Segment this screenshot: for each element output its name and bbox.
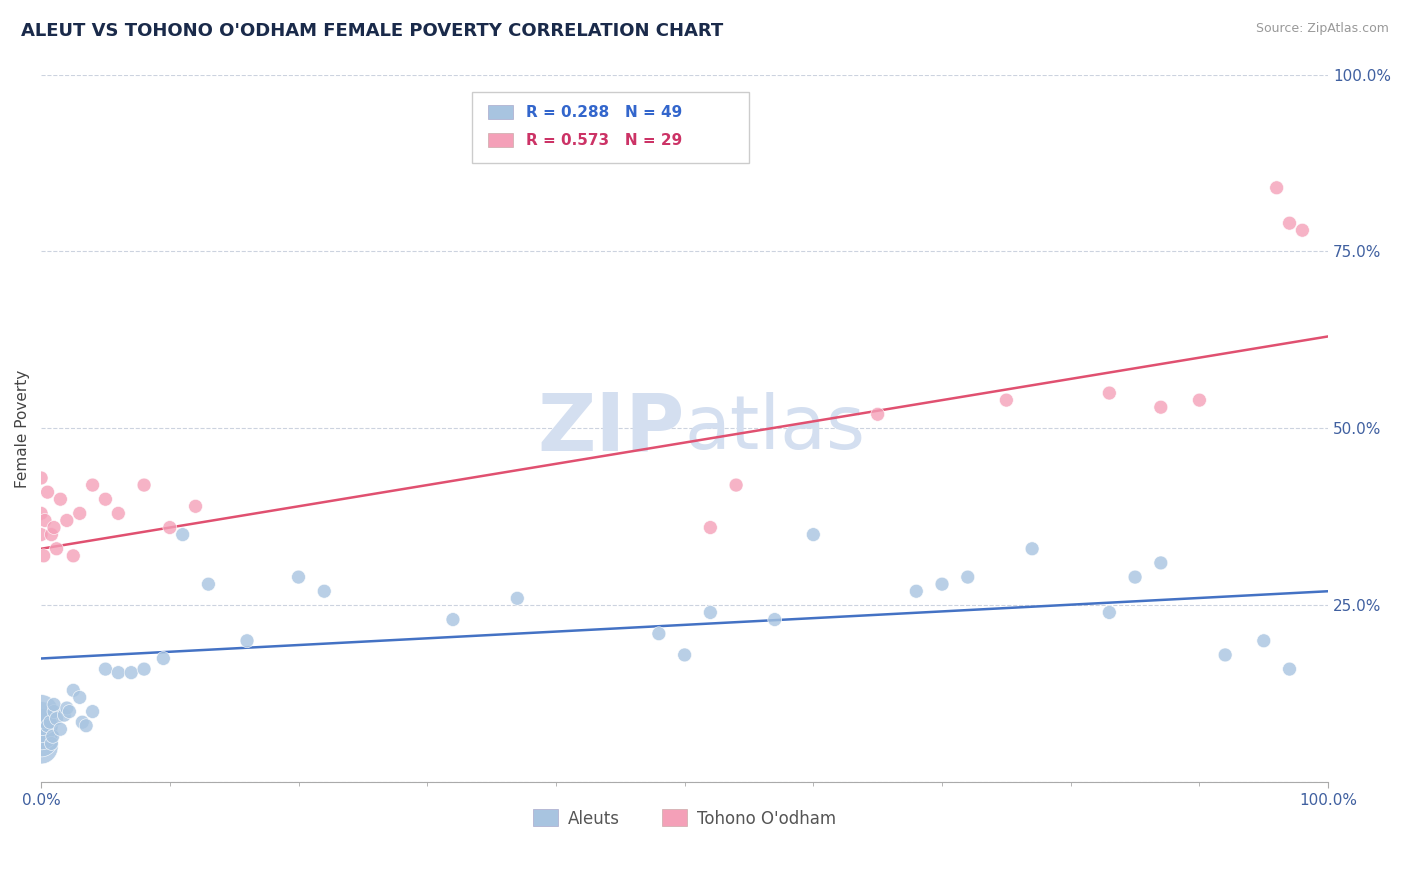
Point	[1098, 606, 1121, 620]
Point	[107, 507, 129, 521]
Point	[56, 513, 79, 527]
Point	[725, 478, 748, 492]
Point	[56, 701, 79, 715]
Point	[30, 726, 52, 740]
Point	[287, 570, 309, 584]
Point	[72, 715, 94, 730]
Point	[107, 665, 129, 680]
Point	[94, 662, 117, 676]
Point	[39, 715, 62, 730]
Point	[905, 584, 928, 599]
Text: atlas: atlas	[685, 392, 866, 465]
Point	[673, 648, 696, 662]
Point	[197, 577, 219, 591]
Text: ZIP: ZIP	[537, 390, 685, 467]
Point	[1098, 386, 1121, 401]
Point	[1021, 541, 1043, 556]
Point	[41, 527, 63, 541]
Point	[1188, 393, 1211, 408]
Point	[30, 739, 52, 754]
Point	[30, 527, 52, 541]
Point	[94, 492, 117, 507]
Point	[1150, 401, 1173, 415]
Text: Source: ZipAtlas.com: Source: ZipAtlas.com	[1256, 22, 1389, 36]
Point	[1213, 648, 1236, 662]
Point	[41, 729, 63, 743]
Point	[45, 541, 67, 556]
Point	[159, 520, 181, 534]
Text: ALEUT VS TOHONO O'ODHAM FEMALE POVERTY CORRELATION CHART: ALEUT VS TOHONO O'ODHAM FEMALE POVERTY C…	[21, 22, 723, 40]
Point	[314, 584, 336, 599]
Point	[132, 662, 155, 676]
Point	[62, 549, 84, 563]
Point	[152, 651, 174, 665]
Point	[37, 719, 59, 733]
Point	[699, 520, 721, 534]
Point	[956, 570, 979, 584]
Point	[995, 393, 1018, 408]
Point	[801, 527, 824, 541]
Legend: Aleuts, Tohono O'odham: Aleuts, Tohono O'odham	[527, 803, 842, 834]
Point	[236, 633, 259, 648]
Point	[1150, 556, 1173, 570]
FancyBboxPatch shape	[488, 105, 513, 120]
Y-axis label: Female Poverty: Female Poverty	[15, 369, 30, 488]
Point	[1123, 570, 1146, 584]
Point	[506, 591, 529, 606]
Point	[37, 485, 59, 500]
FancyBboxPatch shape	[472, 92, 749, 163]
Point	[1278, 662, 1301, 676]
Point	[45, 712, 67, 726]
Point	[931, 577, 953, 591]
Point	[1253, 633, 1275, 648]
Point	[648, 626, 671, 640]
Point	[1278, 216, 1301, 230]
Point	[69, 507, 91, 521]
Point	[184, 500, 207, 514]
Point	[42, 705, 65, 719]
Point	[82, 705, 104, 719]
Point	[30, 471, 52, 485]
FancyBboxPatch shape	[488, 133, 513, 147]
Point	[172, 527, 194, 541]
Point	[132, 478, 155, 492]
Point	[62, 683, 84, 698]
Text: R = 0.288   N = 49: R = 0.288 N = 49	[526, 104, 682, 120]
Point	[866, 407, 889, 421]
Point	[75, 719, 97, 733]
Point	[42, 520, 65, 534]
Point	[441, 613, 464, 627]
Point	[49, 492, 72, 507]
Point	[42, 698, 65, 712]
Point	[41, 736, 63, 750]
Point	[30, 705, 52, 719]
Point	[30, 507, 52, 521]
Point	[58, 705, 80, 719]
Point	[30, 719, 52, 733]
Point	[30, 712, 52, 726]
Point	[763, 613, 786, 627]
Point	[1265, 181, 1288, 195]
Point	[32, 549, 55, 563]
Point	[34, 513, 56, 527]
Point	[82, 478, 104, 492]
Point	[120, 665, 142, 680]
Point	[699, 606, 721, 620]
Point	[30, 732, 52, 747]
Text: R = 0.573   N = 29: R = 0.573 N = 29	[526, 133, 682, 148]
Point	[69, 690, 91, 705]
Point	[1291, 223, 1313, 237]
Point	[49, 723, 72, 737]
Point	[53, 708, 76, 723]
